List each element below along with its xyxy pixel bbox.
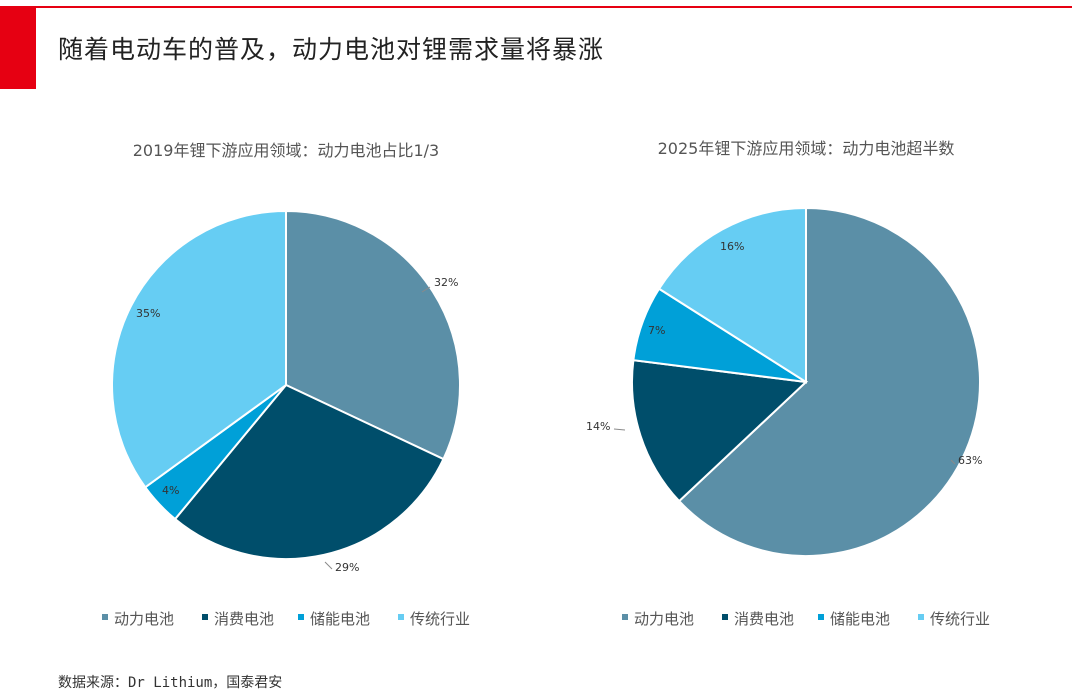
- pie-chart-2025: 2025年锂下游应用领域：动力电池超半数 63% 14% 7% 16% 动力电池 消费电…: [586, 139, 990, 628]
- data-label-series-3: 35%: [136, 307, 160, 320]
- data-label-series-3: 16%: [720, 240, 744, 253]
- legend-label-series-3: 传统行业: [930, 610, 990, 628]
- leader-lines: [613, 428, 956, 465]
- title-accent-bar: [0, 6, 36, 89]
- data-label-series-1: 29%: [335, 561, 359, 574]
- data-labels: 32% 29% 4% 35%: [136, 276, 458, 574]
- leader-line-series-0: [950, 459, 956, 465]
- pie-slice-series-3: [111, 209, 287, 489]
- legend-label-series-1: 消费电池: [734, 610, 794, 628]
- legend-label-series-1: 消费电池: [214, 610, 274, 628]
- legend-label-series-3: 传统行业: [410, 610, 470, 628]
- pie-slice-series-1: [630, 359, 809, 503]
- pie-slice-series-0: [677, 206, 982, 557]
- slices: [111, 209, 462, 561]
- pie-slice-series-1: [173, 383, 445, 561]
- chart-title-2025: 2025年锂下游应用领域：动力电池超半数: [658, 139, 955, 158]
- legend: 动力电池 消费电池 储能电池 传统行业: [622, 610, 990, 628]
- page-title: 随着电动车的普及，动力电池对锂需求量将暴涨: [58, 35, 605, 64]
- data-label-series-0: 63%: [958, 454, 982, 467]
- legend-label-series-2: 储能电池: [310, 610, 370, 628]
- leader-line-series-1: [613, 428, 626, 431]
- legend-swatch-series-1: [722, 614, 728, 620]
- data-label-series-0: 32%: [434, 276, 458, 289]
- data-labels: 63% 14% 7% 16%: [586, 240, 982, 467]
- legend-swatch-series-3: [918, 614, 924, 620]
- pie-slice-series-3: [657, 206, 807, 384]
- legend-swatch-series-0: [622, 614, 628, 620]
- chart-panel-2025: 2025年锂下游应用领域：动力电池超半数 63% 14% 7% 16% 动力电池 消费电…: [546, 124, 1066, 644]
- data-label-series-2: 4%: [162, 484, 179, 497]
- legend: 动力电池 消费电池 储能电池 传统行业: [102, 610, 470, 628]
- chart-title-2019: 2019年锂下游应用领域：动力电池占比1/3: [133, 141, 439, 160]
- slices: [630, 206, 982, 557]
- pie-slice-series-0: [285, 209, 462, 461]
- source-note: 数据来源：Dr Lithium，国泰君安: [58, 675, 283, 691]
- pie-chart-2019: 2019年锂下游应用领域：动力电池占比1/3 32% 29% 4% 35% 动力电池 消…: [102, 141, 470, 628]
- legend-swatch-series-1: [202, 614, 208, 620]
- leader-line-series-0: [421, 286, 431, 293]
- top-rule: [0, 6, 1072, 8]
- legend-swatch-series-3: [398, 614, 404, 620]
- data-label-series-2: 7%: [648, 324, 665, 337]
- legend-swatch-series-2: [298, 614, 304, 620]
- legend-swatch-series-2: [818, 614, 824, 620]
- legend-label-series-0: 动力电池: [634, 610, 694, 628]
- legend-label-series-2: 储能电池: [830, 610, 890, 628]
- leader-lines: [324, 286, 431, 570]
- legend-swatch-series-0: [102, 614, 108, 620]
- chart-panel-2019: 2019年锂下游应用领域：动力电池占比1/3 32% 29% 4% 35% 动力电池 消…: [26, 124, 546, 644]
- data-label-series-1: 14%: [586, 420, 610, 433]
- leader-line-series-1: [324, 561, 333, 570]
- legend-label-series-0: 动力电池: [114, 610, 174, 628]
